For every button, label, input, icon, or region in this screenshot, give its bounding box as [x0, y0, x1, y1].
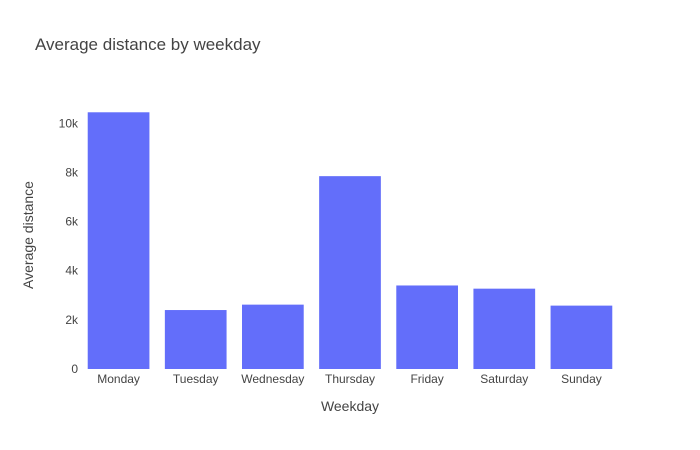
x-axis: Monday Tuesday Wednesday Thursday Friday Satu… [97, 372, 602, 386]
x-tick-label: Saturday [480, 372, 528, 386]
x-tick-label: Wednesday [241, 372, 304, 386]
y-tick-label: 0 [71, 362, 78, 376]
y-tick-label: 8k [65, 165, 79, 179]
y-tick-label: 2k [65, 313, 79, 327]
x-tick-label: Sunday [561, 372, 602, 386]
bar-thursday[interactable] [319, 176, 381, 369]
chart-title: Average distance by weekday [35, 35, 261, 54]
bars [87, 112, 613, 369]
bar-monday[interactable] [87, 112, 150, 369]
x-tick-label: Tuesday [173, 372, 219, 386]
bar-wednesday[interactable] [242, 304, 304, 369]
bar-sunday[interactable] [550, 305, 613, 369]
y-tick-label: 10k [59, 116, 79, 130]
x-tick-label: Friday [410, 372, 443, 386]
y-tick-label: 4k [65, 264, 79, 278]
x-tick-label: Monday [97, 372, 140, 386]
y-axis: 0 2k 4k 6k 8k 10k [59, 116, 79, 376]
bar-tuesday[interactable] [164, 310, 227, 369]
y-tick-label: 6k [65, 215, 79, 229]
x-axis-title: Weekday [321, 398, 379, 414]
bar-saturday[interactable] [473, 288, 536, 369]
x-tick-label: Thursday [325, 372, 375, 386]
bar-friday[interactable] [396, 285, 458, 369]
y-axis-title: Average distance [20, 181, 36, 289]
